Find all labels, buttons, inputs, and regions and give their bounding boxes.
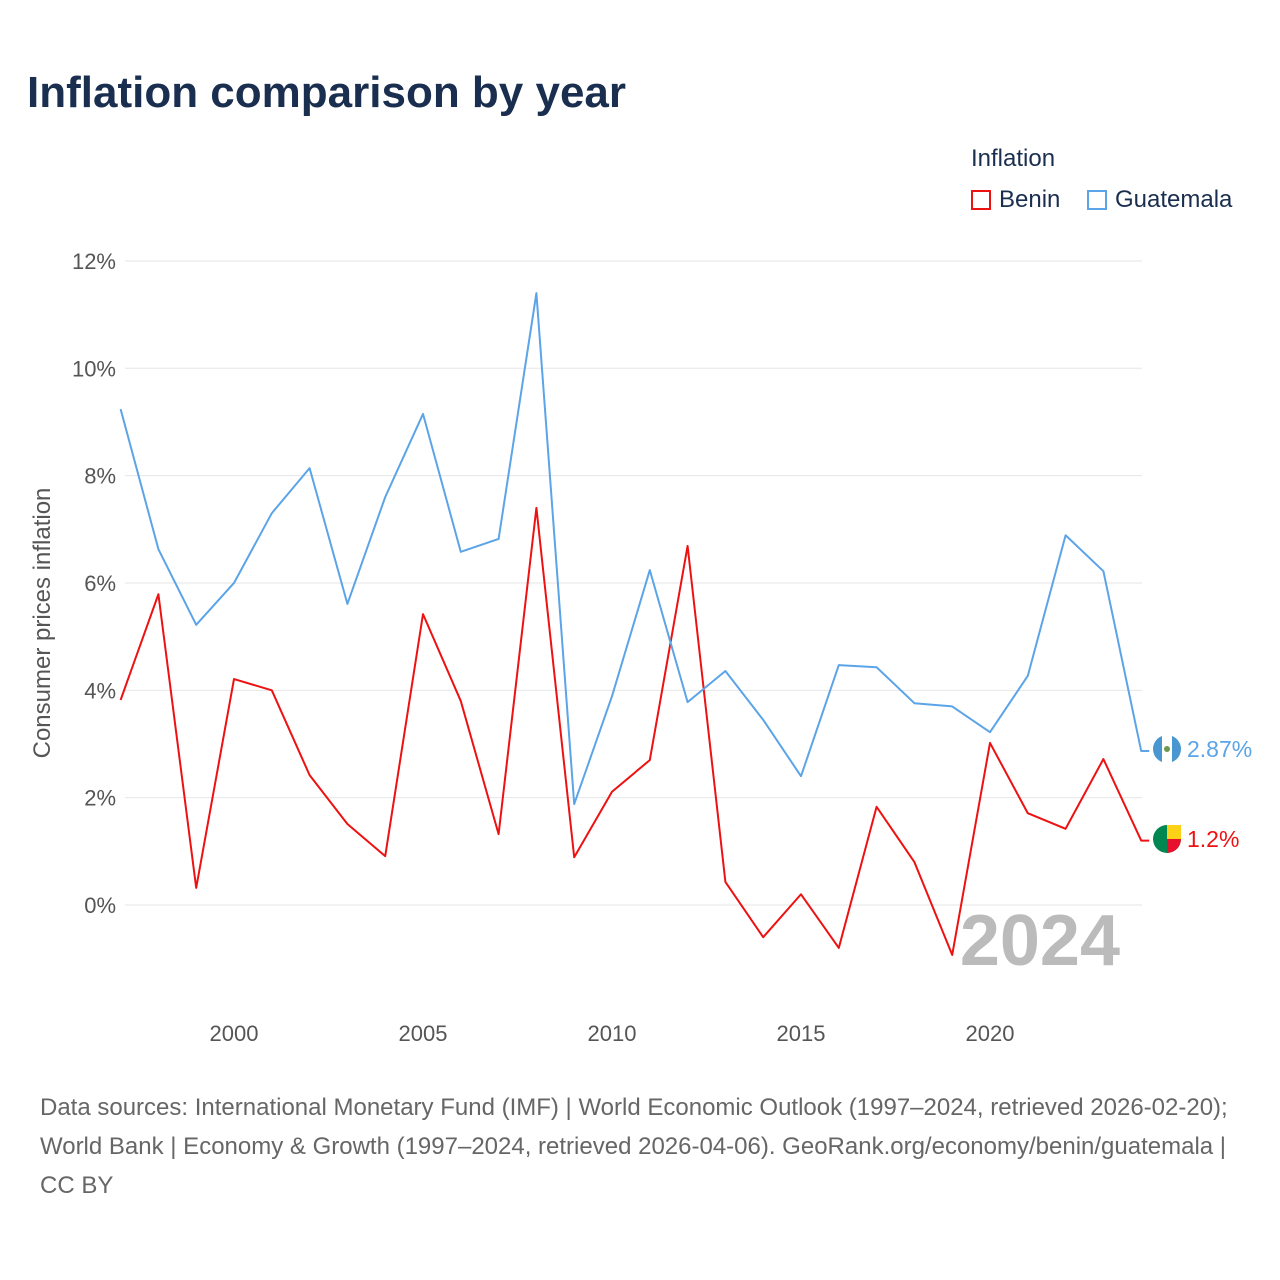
chart-title: Inflation comparison by year <box>27 68 627 117</box>
legend-swatch-guatemala <box>1087 190 1107 210</box>
flag-part <box>1164 746 1170 752</box>
legend-item-benin[interactable]: Benin <box>971 186 1060 214</box>
series-line-benin <box>119 506 1150 956</box>
year-watermark: 2024 <box>960 901 1120 981</box>
y-axis-label: Consumer prices inflation <box>29 488 56 759</box>
y-tick-label: 10% <box>72 356 116 381</box>
series-line-guatemala <box>119 292 1150 806</box>
y-tick-label: 12% <box>72 249 116 274</box>
line-chart: 0% 2% 4% 6% 8% 10% 12% 2000 2005 2010 2015 2020 202… <box>29 249 1252 1046</box>
legend-swatch-benin <box>971 190 991 210</box>
flag-part <box>1167 825 1181 839</box>
end-value-label-benin: 1.2% <box>1187 826 1239 852</box>
x-tick-label: 2000 <box>210 1021 259 1046</box>
x-tick-label: 2005 <box>399 1021 448 1046</box>
legend-label-guatemala: Guatemala <box>1115 186 1233 213</box>
y-tick-label: 4% <box>84 678 116 703</box>
legend-title: Inflation <box>971 145 1056 172</box>
legend-label-benin: Benin <box>999 186 1061 213</box>
y-tick-label: 8% <box>84 464 116 489</box>
x-tick-label: 2010 <box>588 1021 637 1046</box>
flag-icon-guatemala <box>1153 735 1181 763</box>
y-tick-label: 2% <box>84 786 116 811</box>
x-tick-label: 2015 <box>777 1021 826 1046</box>
flag-part <box>1167 839 1181 853</box>
y-tick-label: 6% <box>84 571 116 596</box>
legend-item-guatemala[interactable]: Guatemala <box>1087 186 1232 214</box>
end-value-label-guatemala: 2.87% <box>1187 736 1252 762</box>
flag-icon-benin <box>1153 825 1181 853</box>
data-source-note: Data sources: International Monetary Fun… <box>40 1094 1228 1199</box>
x-tick-label: 2020 <box>966 1021 1015 1046</box>
y-tick-label: 0% <box>84 893 116 918</box>
